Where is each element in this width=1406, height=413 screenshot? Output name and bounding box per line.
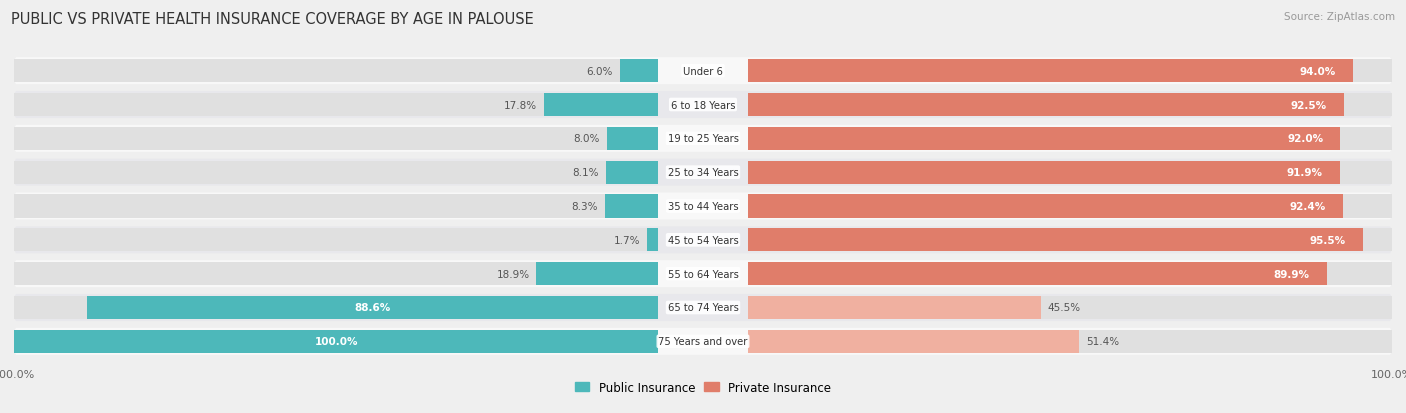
Text: 92.5%: 92.5% — [1291, 100, 1326, 110]
Bar — [748, 128, 1392, 150]
Bar — [748, 60, 1392, 83]
Bar — [14, 330, 658, 353]
Text: 92.4%: 92.4% — [1289, 202, 1326, 211]
Bar — [620, 60, 658, 83]
Bar — [14, 330, 658, 353]
FancyBboxPatch shape — [14, 159, 1392, 186]
Text: 45.5%: 45.5% — [1047, 303, 1081, 313]
Text: 19 to 25 Years: 19 to 25 Years — [668, 134, 738, 144]
Bar — [748, 229, 1392, 252]
Bar — [748, 229, 1362, 252]
FancyBboxPatch shape — [14, 261, 1392, 287]
Bar — [748, 94, 1392, 117]
Text: 89.9%: 89.9% — [1274, 269, 1309, 279]
Text: Source: ZipAtlas.com: Source: ZipAtlas.com — [1284, 12, 1395, 22]
Text: 8.3%: 8.3% — [571, 202, 598, 211]
Bar — [748, 263, 1327, 285]
Bar — [748, 195, 1392, 218]
Bar — [14, 296, 658, 319]
Text: 92.0%: 92.0% — [1286, 134, 1323, 144]
Text: 65 to 74 Years: 65 to 74 Years — [668, 303, 738, 313]
Text: 17.8%: 17.8% — [503, 100, 537, 110]
FancyBboxPatch shape — [14, 58, 1392, 85]
Bar — [537, 263, 658, 285]
Bar — [14, 161, 658, 184]
Text: 100.0%: 100.0% — [315, 337, 359, 347]
Bar — [647, 229, 658, 252]
Bar — [748, 60, 1354, 83]
Text: 6.0%: 6.0% — [586, 66, 613, 76]
Bar — [606, 161, 658, 184]
Text: 45 to 54 Years: 45 to 54 Years — [668, 235, 738, 245]
Bar — [606, 128, 658, 150]
Bar — [748, 161, 1340, 184]
Bar — [748, 296, 1392, 319]
FancyBboxPatch shape — [14, 126, 1392, 152]
Bar — [748, 94, 1344, 117]
Bar — [14, 195, 658, 218]
Bar — [14, 229, 658, 252]
Bar — [544, 94, 658, 117]
Text: 8.0%: 8.0% — [574, 134, 600, 144]
Text: 91.9%: 91.9% — [1286, 168, 1323, 178]
Bar — [748, 330, 1078, 353]
Text: 25 to 34 Years: 25 to 34 Years — [668, 168, 738, 178]
Text: 95.5%: 95.5% — [1309, 235, 1346, 245]
Bar — [14, 263, 658, 285]
Text: Under 6: Under 6 — [683, 66, 723, 76]
Bar — [87, 296, 658, 319]
Text: 6 to 18 Years: 6 to 18 Years — [671, 100, 735, 110]
Bar — [14, 128, 658, 150]
Bar — [748, 263, 1392, 285]
Text: 18.9%: 18.9% — [496, 269, 530, 279]
Text: 88.6%: 88.6% — [354, 303, 391, 313]
Bar — [748, 296, 1040, 319]
Bar — [605, 195, 658, 218]
FancyBboxPatch shape — [14, 227, 1392, 254]
Text: 94.0%: 94.0% — [1299, 66, 1336, 76]
FancyBboxPatch shape — [14, 294, 1392, 321]
Bar — [748, 161, 1392, 184]
Legend: Public Insurance, Private Insurance: Public Insurance, Private Insurance — [571, 376, 835, 399]
Text: 75 Years and over: 75 Years and over — [658, 337, 748, 347]
Text: 55 to 64 Years: 55 to 64 Years — [668, 269, 738, 279]
FancyBboxPatch shape — [14, 92, 1392, 119]
Bar — [14, 94, 658, 117]
Bar — [748, 330, 1392, 353]
Text: 51.4%: 51.4% — [1085, 337, 1119, 347]
Text: PUBLIC VS PRIVATE HEALTH INSURANCE COVERAGE BY AGE IN PALOUSE: PUBLIC VS PRIVATE HEALTH INSURANCE COVER… — [11, 12, 534, 27]
Text: 35 to 44 Years: 35 to 44 Years — [668, 202, 738, 211]
Bar — [748, 195, 1343, 218]
Text: 1.7%: 1.7% — [614, 235, 640, 245]
FancyBboxPatch shape — [14, 328, 1392, 355]
Text: 8.1%: 8.1% — [572, 168, 599, 178]
Bar — [748, 128, 1340, 150]
Bar — [14, 60, 658, 83]
FancyBboxPatch shape — [14, 193, 1392, 220]
